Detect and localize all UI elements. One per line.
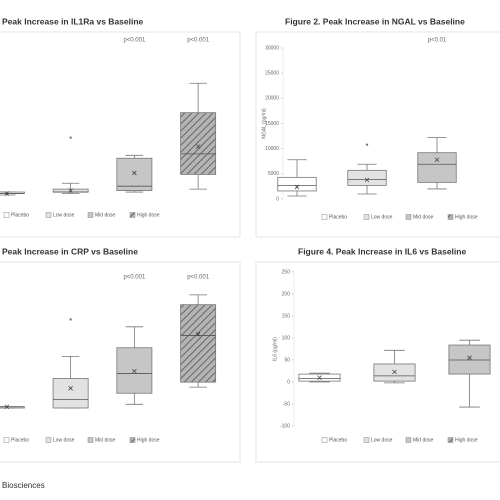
- y-tick-label: 200: [282, 291, 291, 297]
- y-axis-label: IL6 (pg/ml): [272, 337, 278, 361]
- legend-swatch: [3, 212, 10, 218]
- y-tick-label: 50: [284, 357, 290, 363]
- legend-swatch: [405, 214, 412, 220]
- legend-swatch: [321, 214, 328, 220]
- chart-title: Figure 4. Peak Increase in IL6 vs Baseli…: [298, 246, 466, 256]
- y-tick-label: 10000: [265, 146, 279, 152]
- legend-swatch: [87, 437, 94, 443]
- box: [373, 363, 416, 382]
- mean-marker: [392, 369, 397, 375]
- p-value: p<0.001: [123, 38, 146, 44]
- legend-label: Low dose: [53, 437, 75, 443]
- outlier: [69, 136, 72, 139]
- legend-label: Low dose: [371, 214, 393, 220]
- box: [116, 157, 153, 191]
- y-tick-label: 20000: [265, 96, 279, 102]
- mean-marker: [132, 170, 137, 176]
- legend-swatch: [129, 212, 136, 218]
- mean-marker: [317, 375, 322, 380]
- mean-marker: [364, 177, 370, 183]
- mean-marker: [4, 404, 10, 410]
- box: [448, 344, 491, 375]
- legend-swatch: [129, 437, 136, 443]
- box: [52, 378, 89, 409]
- box: [180, 304, 217, 383]
- chart-title: Figure 2. Peak Increase in NGAL vs Basel…: [285, 16, 465, 26]
- legend-swatch: [363, 437, 370, 443]
- legend-label: High dose: [455, 437, 478, 443]
- box: [347, 169, 387, 186]
- outlier: [69, 318, 72, 321]
- p-value: p<0.01: [428, 38, 447, 44]
- box: [116, 347, 153, 394]
- y-tick-label: -100: [280, 423, 290, 429]
- y-tick-label: 5000: [268, 171, 279, 177]
- legend-label: Mid dose: [95, 437, 116, 443]
- y-tick-label: 15000: [265, 121, 279, 127]
- legend-label: High dose: [137, 437, 160, 443]
- legend-label: High dose: [137, 212, 160, 218]
- legend-label: Low dose: [371, 437, 393, 443]
- mean-marker: [195, 144, 201, 149]
- legend-swatch: [321, 437, 328, 443]
- legend-swatch: [3, 437, 10, 443]
- panel-frame: [0, 31, 241, 238]
- p-value: p<0.001: [123, 275, 146, 281]
- legend-swatch: [363, 214, 370, 220]
- legend-label: Placebo: [11, 212, 29, 218]
- y-tick-label: 0: [276, 196, 279, 202]
- legend-label: High dose: [455, 214, 478, 220]
- p-value: p<0.001: [187, 275, 210, 281]
- outlier: [365, 143, 369, 146]
- y-axis-label: NGAL (pg/ml): [261, 108, 267, 139]
- mean-marker: [68, 386, 73, 391]
- box: [277, 176, 317, 192]
- legend-swatch: [87, 212, 94, 218]
- mean-marker: [132, 368, 137, 374]
- chart-title: Peak Increase in CRP vs Baseline: [2, 246, 138, 256]
- y-tick-label: 0: [287, 379, 290, 385]
- y-tick-label: 100: [282, 335, 291, 341]
- legend-label: Mid dose: [413, 437, 434, 443]
- legend-label: Mid dose: [413, 214, 434, 220]
- y-tick-label: 250: [282, 269, 291, 275]
- footer-text: Biosciences: [2, 481, 45, 490]
- mean-marker: [467, 355, 472, 361]
- panel-frame: [255, 261, 500, 463]
- legend-label: Placebo: [11, 437, 29, 443]
- box: [180, 112, 217, 175]
- legend-label: Placebo: [329, 214, 347, 220]
- y-tick-label: 30000: [265, 45, 279, 51]
- chart-title: Peak Increase in IL1Ra vs Baseline: [2, 16, 144, 26]
- y-tick-label: 25000: [265, 70, 279, 76]
- legend-label: Placebo: [329, 437, 347, 443]
- legend-label: Low dose: [53, 212, 75, 218]
- y-tick-label: 150: [282, 313, 291, 319]
- legend-swatch: [447, 437, 454, 443]
- legend-swatch: [45, 212, 52, 218]
- mean-marker: [4, 191, 10, 196]
- legend-swatch: [447, 214, 454, 220]
- p-value: p<0.001: [187, 38, 210, 44]
- panel-frame: [0, 261, 241, 463]
- y-tick-label: -50: [283, 401, 290, 407]
- mean-marker: [68, 188, 73, 193]
- mean-marker: [294, 184, 300, 190]
- panel-frame: [255, 31, 500, 238]
- box: [417, 152, 457, 183]
- legend-swatch: [45, 437, 52, 443]
- legend-swatch: [405, 437, 412, 443]
- legend-label: Mid dose: [95, 212, 116, 218]
- mean-marker: [195, 331, 201, 337]
- mean-marker: [434, 157, 440, 163]
